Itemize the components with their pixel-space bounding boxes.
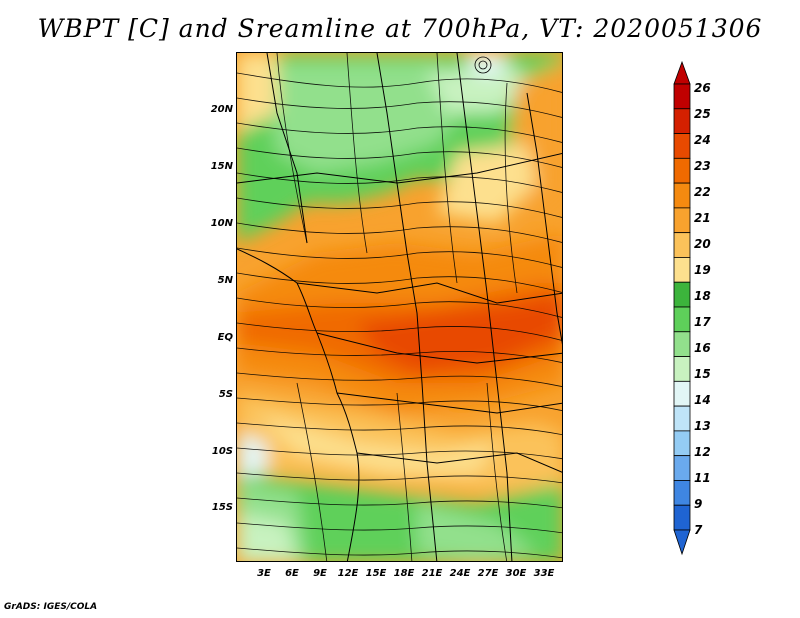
lon-label-21e: 21E (421, 568, 443, 579)
colorbar-swatch (673, 504, 691, 531)
colorbar-swatch (673, 257, 691, 283)
lon-label-6e: 6E (285, 568, 299, 579)
colorbar-label: 18 (694, 289, 711, 303)
colorbar-label: 7 (694, 523, 703, 537)
colorbar-label: 26 (694, 81, 711, 95)
lat-label-5n: 5N (217, 275, 233, 286)
colorbar-swatch (673, 207, 691, 234)
colorbar-label: 17 (694, 315, 711, 329)
colorbar-label: 24 (694, 133, 711, 147)
colorbar-swatch (673, 232, 691, 258)
lat-label-10n: 10N (210, 218, 233, 229)
colorbar-swatch (673, 306, 691, 333)
chart-title: WBPT [C] and Sreamline at 700hPa, VT: 20… (37, 14, 763, 43)
lat-label-15n: 15N (210, 161, 233, 172)
colorbar-label: 16 (694, 341, 711, 355)
colorbar-label: 25 (694, 107, 711, 121)
colorbar-swatch (673, 83, 691, 110)
lon-label-30e: 30E (505, 568, 527, 579)
colorbar-label: 19 (694, 263, 711, 277)
colorbar (673, 60, 691, 556)
colorbar-label: 15 (694, 367, 711, 381)
lat-label-5s: 5S (218, 389, 233, 400)
map-panel (236, 52, 563, 562)
lat-label-15s: 15S (211, 502, 233, 513)
colorbar-swatch (673, 380, 691, 407)
colorbar-label: 13 (694, 419, 711, 433)
colorbar-swatch (673, 157, 691, 184)
lon-label-18e: 18E (393, 568, 415, 579)
colorbar-label: 20 (694, 237, 711, 251)
colorbar-swatch (673, 430, 691, 457)
colorbar-swatch (673, 133, 691, 159)
colorbar-swatch (673, 455, 691, 481)
colorbar-swatch (673, 281, 691, 308)
lat-label-10s: 10S (211, 446, 233, 457)
colorbar-bottom-arrow (673, 529, 691, 556)
lon-label-3e: 3E (257, 568, 271, 579)
lon-label-33e: 33E (533, 568, 555, 579)
colorbar-label: 9 (694, 497, 703, 511)
lat-label-20n: 20N (210, 104, 233, 115)
lat-label-eq: EQ (217, 332, 233, 343)
colorbar-label: 14 (694, 393, 711, 407)
wbpt-field-map (237, 53, 562, 561)
colorbar-top-arrow (673, 60, 691, 85)
colorbar-label: 12 (694, 445, 711, 459)
colorbar-label: 22 (694, 185, 711, 199)
lon-label-15e: 15E (365, 568, 387, 579)
colorbar-swatch (673, 331, 691, 357)
colorbar-swatch (673, 108, 691, 134)
grads-credit: GrADS: IGES/COLA (4, 602, 98, 612)
colorbar-label: 21 (694, 211, 711, 225)
colorbar-swatch (673, 182, 691, 209)
lon-label-9e: 9E (313, 568, 327, 579)
lon-label-24e: 24E (449, 568, 471, 579)
colorbar-label: 23 (694, 159, 711, 173)
lon-label-12e: 12E (337, 568, 359, 579)
colorbar-label: 11 (694, 471, 711, 485)
colorbar-swatch (673, 405, 691, 432)
colorbar-swatch (673, 356, 691, 382)
lon-label-27e: 27E (477, 568, 499, 579)
colorbar-swatch (673, 480, 691, 506)
